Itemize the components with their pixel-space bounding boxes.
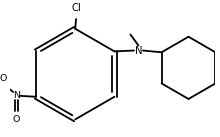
Text: O: O [13, 115, 20, 124]
Text: O: O [0, 74, 7, 82]
Text: N: N [135, 45, 142, 55]
Text: Cl: Cl [71, 3, 81, 13]
Text: N: N [13, 91, 20, 100]
